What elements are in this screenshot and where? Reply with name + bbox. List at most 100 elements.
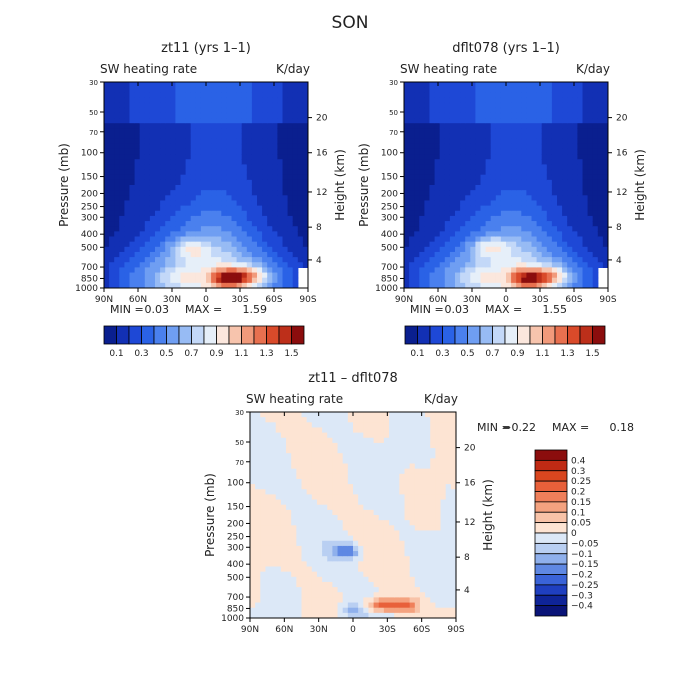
heatmap-cell — [216, 190, 222, 196]
heatmap-cell — [475, 262, 482, 268]
heatmap-cell — [190, 107, 197, 114]
heatmap-cell — [551, 282, 558, 288]
heatmap-cell — [429, 272, 436, 279]
heatmap-cell — [337, 556, 344, 562]
heatmap-cell — [322, 592, 328, 598]
heatmap-cell — [577, 277, 584, 284]
heatmap-cell — [327, 412, 333, 418]
heatmap-cell — [277, 148, 284, 155]
heatmap-cell — [265, 551, 272, 557]
heatmap-cell — [332, 545, 339, 552]
heatmap-cell — [185, 251, 192, 258]
heatmap-cell — [521, 251, 527, 258]
heatmap-cell — [541, 221, 548, 227]
heatmap-cell — [291, 540, 297, 547]
heatmap-cell — [185, 82, 192, 88]
heatmap-cell — [292, 87, 299, 93]
heatmap-cell — [434, 97, 441, 104]
heatmap-cell — [302, 190, 308, 196]
heatmap-cell — [587, 148, 594, 155]
heatmap-cell — [567, 138, 573, 145]
heatmap-cell — [541, 154, 548, 160]
heatmap-cell — [551, 112, 558, 119]
heatmap-cell — [567, 179, 573, 186]
heatmap-cell — [262, 205, 268, 212]
heatmap-cell — [485, 118, 492, 124]
heatmap-cell — [262, 210, 268, 217]
heatmap-cell — [597, 154, 604, 160]
heatmap-cell — [557, 97, 563, 104]
heatmap-cell — [241, 179, 248, 186]
heatmap-cell — [541, 241, 548, 248]
heatmap-cell — [445, 535, 452, 542]
heatmap-cell — [190, 174, 197, 181]
heatmap-cell — [414, 468, 421, 475]
heatmap-cell — [211, 128, 217, 135]
heatmap-cell — [526, 123, 533, 129]
heatmap-cell — [262, 215, 268, 222]
y-tick-label: 400 — [381, 230, 398, 240]
heatmap-cell — [536, 205, 543, 212]
heatmap-cell — [541, 102, 548, 109]
heatmap-cell — [592, 215, 599, 222]
heatmap-cell — [536, 241, 543, 248]
heatmap-cell — [450, 427, 456, 434]
heatmap-cell — [440, 453, 447, 459]
heatmap-cell — [206, 195, 212, 202]
heatmap-cell — [155, 262, 161, 268]
heatmap-cell — [475, 112, 482, 119]
heatmap-cell — [444, 133, 451, 140]
heatmap-cell — [602, 92, 608, 99]
heatmap-cell — [165, 251, 171, 258]
heatmap-cell — [439, 231, 446, 238]
heatmap-cell — [170, 97, 176, 104]
heatmap-cell — [206, 185, 212, 191]
heatmap-cell — [582, 272, 589, 279]
heatmap-cell — [562, 92, 568, 99]
heatmap-cell — [200, 210, 207, 217]
heatmap-cell — [297, 128, 304, 135]
heatmap-cell — [292, 138, 299, 145]
heatmap-cell — [485, 195, 492, 202]
heatmap-cell — [306, 535, 313, 542]
heatmap-cell — [311, 566, 318, 573]
heatmap-cell — [414, 478, 421, 485]
heatmap-cell — [536, 267, 543, 274]
heatmap-cell — [255, 561, 261, 568]
heatmap-cell — [185, 272, 192, 279]
heatmap-cell — [465, 123, 471, 129]
heatmap-cell — [301, 571, 308, 578]
heatmap-cell — [373, 540, 380, 547]
heatmap-cell — [363, 551, 370, 557]
heatmap-cell — [358, 463, 364, 470]
heatmap-cell — [272, 210, 278, 217]
heatmap-cell — [255, 484, 261, 490]
heatmap-cell — [124, 102, 131, 109]
heatmap-cell — [414, 257, 420, 263]
heatmap-cell — [155, 215, 161, 222]
heatmap-cell — [470, 154, 476, 160]
heatmap-cell — [495, 226, 502, 232]
heatmap-cell — [104, 169, 110, 176]
heatmap-cell — [373, 515, 380, 521]
x-tick-label: 90N — [241, 625, 259, 635]
heatmap-field — [104, 82, 308, 288]
heatmap-cell — [241, 107, 248, 114]
heatmap-cell — [272, 251, 278, 258]
heatmap-cell — [485, 174, 492, 181]
heatmap-cell — [562, 143, 568, 150]
heatmap-cell — [119, 200, 125, 207]
heatmap-cell — [445, 561, 452, 568]
heatmap-cell — [292, 97, 299, 104]
heatmap-cell — [516, 123, 522, 129]
heatmap-cell — [124, 277, 131, 284]
heatmap-cell — [373, 468, 380, 475]
heatmap-cell — [195, 87, 202, 93]
colorbar-swatch — [454, 325, 468, 345]
heatmap-cell — [124, 246, 131, 253]
heatmap-cell — [337, 417, 344, 423]
heatmap-cell — [134, 221, 141, 227]
heatmap-cell — [170, 226, 176, 232]
heatmap-cell — [139, 231, 146, 238]
heatmap-cell — [439, 92, 446, 99]
